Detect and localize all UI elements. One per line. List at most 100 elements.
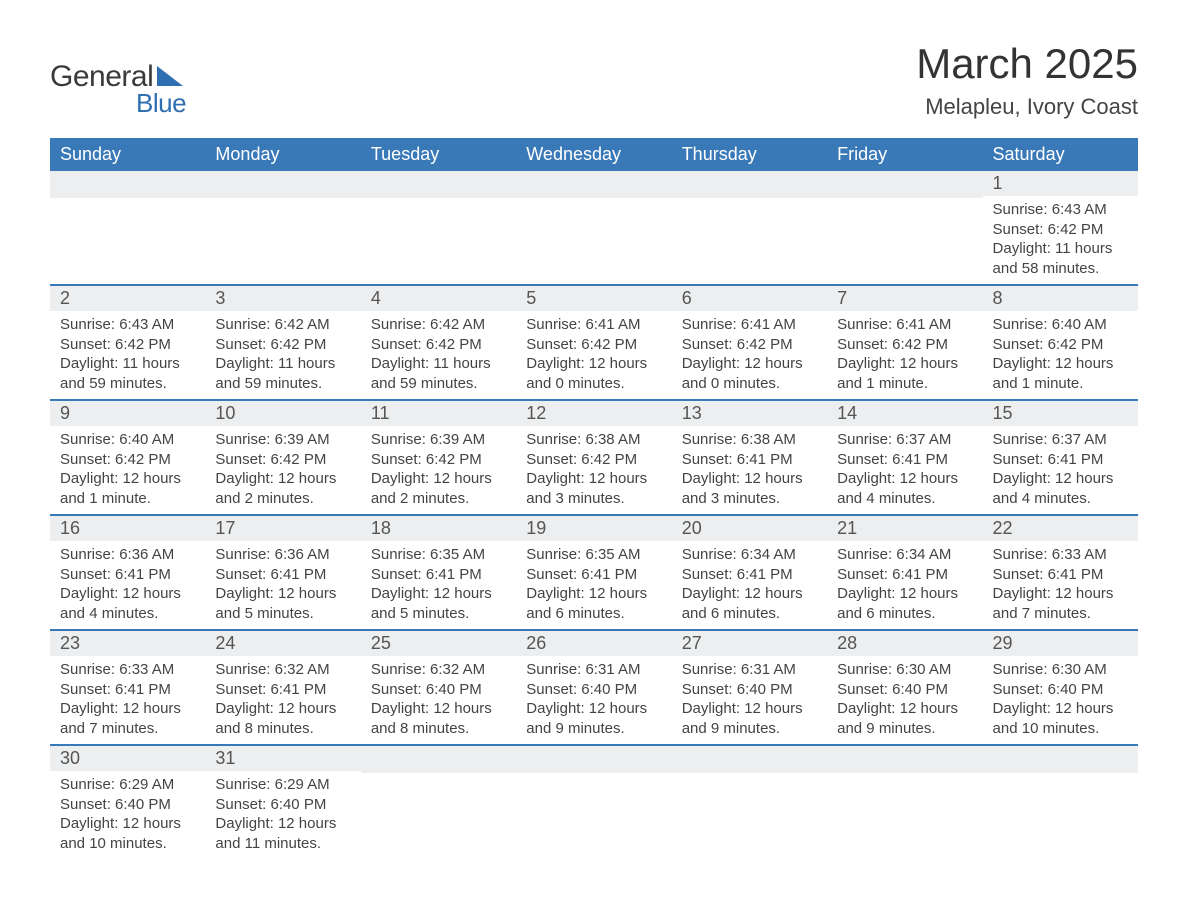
calendar-day-cell: 16Sunrise: 6:36 AMSunset: 6:41 PMDayligh… — [50, 515, 205, 630]
calendar-header-cell: Thursday — [672, 138, 827, 171]
calendar-day-cell: 8Sunrise: 6:40 AMSunset: 6:42 PMDaylight… — [983, 285, 1138, 400]
calendar-day-cell — [516, 745, 671, 859]
calendar-day-cell — [361, 171, 516, 285]
daylight-text: Daylight: 12 hours and 7 minutes. — [993, 584, 1128, 623]
day-details: Sunrise: 6:38 AMSunset: 6:41 PMDaylight:… — [672, 426, 827, 514]
day-details: Sunrise: 6:32 AMSunset: 6:40 PMDaylight:… — [361, 656, 516, 744]
sunset-text: Sunset: 6:40 PM — [371, 680, 506, 700]
calendar-day-cell — [672, 745, 827, 859]
day-details: Sunrise: 6:43 AMSunset: 6:42 PMDaylight:… — [50, 311, 205, 399]
calendar-week-row: 30Sunrise: 6:29 AMSunset: 6:40 PMDayligh… — [50, 745, 1138, 859]
sunrise-text: Sunrise: 6:29 AM — [60, 775, 195, 795]
calendar-day-cell — [50, 171, 205, 285]
day-number: 19 — [516, 516, 671, 541]
calendar-day-cell: 17 Sunrise: 6:36 AMSunset: 6:41 PMDayligh… — [205, 515, 360, 630]
daylight-text: Daylight: 12 hours and 11 minutes. — [215, 814, 350, 853]
sunrise-text: Sunrise: 6:36 AM — [215, 545, 350, 565]
calendar-week-row: 2Sunrise: 6:43 AMSunset: 6:42 PMDaylight… — [50, 285, 1138, 400]
calendar-header-cell: Wednesday — [516, 138, 671, 171]
empty-day-header — [827, 746, 982, 773]
day-details: Sunrise: 6:32 AMSunset: 6:41 PMDaylight:… — [205, 656, 360, 744]
calendar-day-cell — [827, 745, 982, 859]
sunset-text: Sunset: 6:42 PM — [60, 335, 195, 355]
day-number: 13 — [672, 401, 827, 426]
day-number: 28 — [827, 631, 982, 656]
sunset-text: Sunset: 6:41 PM — [993, 565, 1128, 585]
calendar-day-cell: 27Sunrise: 6:31 AMSunset: 6:40 PMDayligh… — [672, 630, 827, 745]
daylight-text: Daylight: 11 hours and 59 minutes. — [215, 354, 350, 393]
sunrise-text: Sunrise: 6:29 AM — [215, 775, 350, 795]
day-number: 11 — [361, 401, 516, 426]
logo-text-blue: Blue — [136, 88, 186, 119]
calendar-day-cell: 9Sunrise: 6:40 AMSunset: 6:42 PMDaylight… — [50, 400, 205, 515]
sunset-text: Sunset: 6:41 PM — [60, 565, 195, 585]
sunset-text: Sunset: 6:41 PM — [215, 565, 350, 585]
sunset-text: Sunset: 6:41 PM — [993, 450, 1128, 470]
calendar-day-cell: 29Sunrise: 6:30 AMSunset: 6:40 PMDayligh… — [983, 630, 1138, 745]
sunrise-text: Sunrise: 6:41 AM — [526, 315, 661, 335]
logo: General Blue — [50, 60, 186, 119]
day-number: 29 — [983, 631, 1138, 656]
calendar-week-row: 23Sunrise: 6:33 AMSunset: 6:41 PMDayligh… — [50, 630, 1138, 745]
day-details: Sunrise: 6:33 AMSunset: 6:41 PMDaylight:… — [983, 541, 1138, 629]
logo-sail-icon — [157, 66, 183, 86]
day-details: Sunrise: 6:42 AMSunset: 6:42 PMDaylight:… — [361, 311, 516, 399]
day-number: 17 — [205, 516, 360, 541]
empty-day-header — [672, 171, 827, 198]
day-details: Sunrise: 6:34 AMSunset: 6:41 PMDaylight:… — [827, 541, 982, 629]
sunrise-text: Sunrise: 6:34 AM — [682, 545, 817, 565]
sunrise-text: Sunrise: 6:32 AM — [371, 660, 506, 680]
sunrise-text: Sunrise: 6:43 AM — [60, 315, 195, 335]
sunset-text: Sunset: 6:41 PM — [215, 680, 350, 700]
daylight-text: Daylight: 12 hours and 8 minutes. — [371, 699, 506, 738]
daylight-text: Daylight: 12 hours and 4 minutes. — [993, 469, 1128, 508]
calendar-header-cell: Monday — [205, 138, 360, 171]
daylight-text: Daylight: 12 hours and 5 minutes. — [215, 584, 350, 623]
sunset-text: Sunset: 6:41 PM — [526, 565, 661, 585]
daylight-text: Daylight: 12 hours and 1 minute. — [993, 354, 1128, 393]
sunrise-text: Sunrise: 6:40 AM — [993, 315, 1128, 335]
header: General Blue March 2025 Melapleu, Ivory … — [50, 40, 1138, 120]
day-details: Sunrise: 6:37 AMSunset: 6:41 PMDaylight:… — [827, 426, 982, 514]
day-details: Sunrise: 6:30 AMSunset: 6:40 PMDaylight:… — [983, 656, 1138, 744]
sunrise-text: Sunrise: 6:35 AM — [371, 545, 506, 565]
calendar-day-cell: 19Sunrise: 6:35 AMSunset: 6:41 PMDayligh… — [516, 515, 671, 630]
day-number: 1 — [983, 171, 1138, 196]
calendar-header-row: SundayMondayTuesdayWednesdayThursdayFrid… — [50, 138, 1138, 171]
sunrise-text: Sunrise: 6:33 AM — [60, 660, 195, 680]
day-details: Sunrise: 6:40 AMSunset: 6:42 PMDaylight:… — [983, 311, 1138, 399]
calendar-day-cell: 31Sunrise: 6:29 AMSunset: 6:40 PMDayligh… — [205, 745, 360, 859]
day-number: 4 — [361, 286, 516, 311]
day-details: Sunrise: 6:29 AMSunset: 6:40 PMDaylight:… — [205, 771, 360, 859]
sunset-text: Sunset: 6:42 PM — [371, 335, 506, 355]
calendar-day-cell — [361, 745, 516, 859]
sunrise-text: Sunrise: 6:39 AM — [371, 430, 506, 450]
calendar-day-cell: 24Sunrise: 6:32 AMSunset: 6:41 PMDayligh… — [205, 630, 360, 745]
empty-day-header — [827, 171, 982, 198]
sunset-text: Sunset: 6:42 PM — [837, 335, 972, 355]
sunrise-text: Sunrise: 6:39 AM — [215, 430, 350, 450]
day-number: 15 — [983, 401, 1138, 426]
day-number: 9 — [50, 401, 205, 426]
title-block: March 2025 Melapleu, Ivory Coast — [916, 40, 1138, 120]
sunrise-text: Sunrise: 6:30 AM — [837, 660, 972, 680]
day-number: 3 — [205, 286, 360, 311]
calendar-day-cell — [983, 745, 1138, 859]
day-number: 27 — [672, 631, 827, 656]
sunrise-text: Sunrise: 6:36 AM — [60, 545, 195, 565]
day-number: 21 — [827, 516, 982, 541]
day-number: 30 — [50, 746, 205, 771]
daylight-text: Daylight: 12 hours and 6 minutes. — [837, 584, 972, 623]
daylight-text: Daylight: 12 hours and 7 minutes. — [60, 699, 195, 738]
calendar-day-cell: 18Sunrise: 6:35 AMSunset: 6:41 PMDayligh… — [361, 515, 516, 630]
calendar-day-cell: 4Sunrise: 6:42 AMSunset: 6:42 PMDaylight… — [361, 285, 516, 400]
day-details: Sunrise: 6:36 AMSunset: 6:41 PMDaylight:… — [50, 541, 205, 629]
sunset-text: Sunset: 6:40 PM — [60, 795, 195, 815]
day-details: Sunrise: 6:43 AMSunset: 6:42 PMDaylight:… — [983, 196, 1138, 284]
day-number: 6 — [672, 286, 827, 311]
sunset-text: Sunset: 6:41 PM — [682, 565, 817, 585]
day-number: 22 — [983, 516, 1138, 541]
day-number: 20 — [672, 516, 827, 541]
day-details: Sunrise: 6:30 AMSunset: 6:40 PMDaylight:… — [827, 656, 982, 744]
location-subtitle: Melapleu, Ivory Coast — [916, 94, 1138, 120]
